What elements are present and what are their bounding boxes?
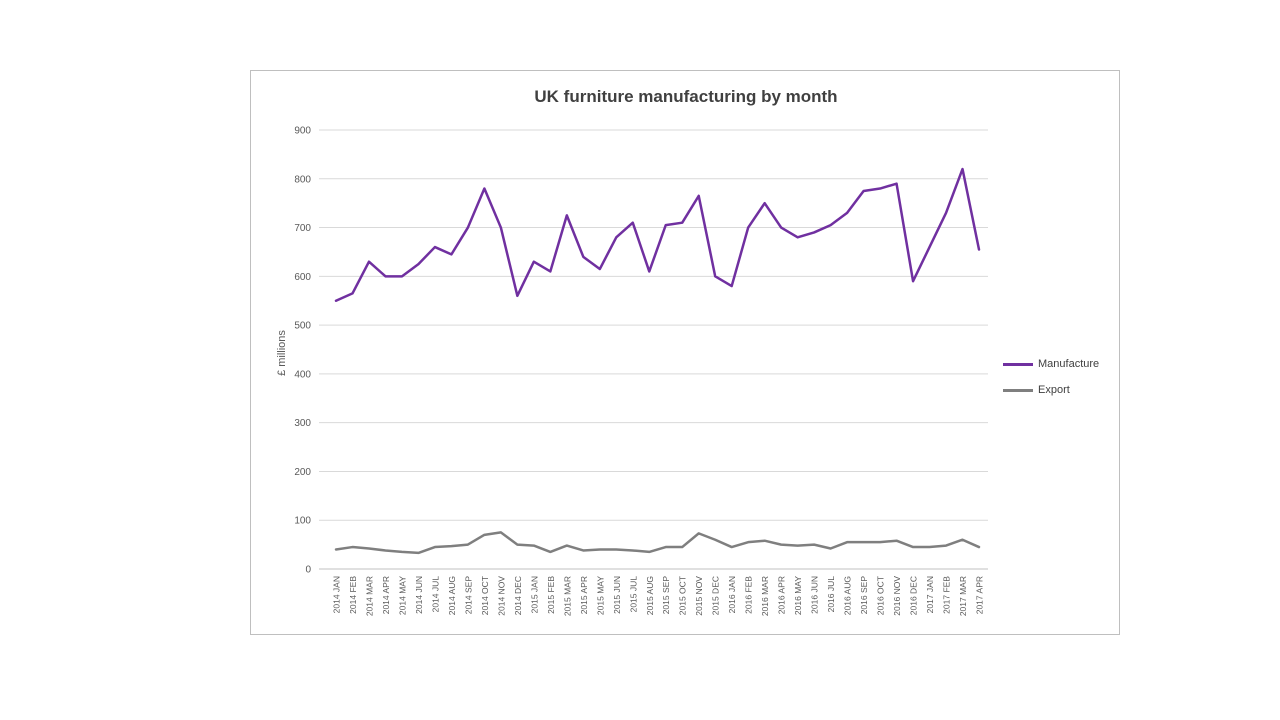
x-tick-label: 2016 JUL (826, 576, 836, 613)
x-tick-label: 2015 FEB (546, 576, 556, 614)
y-tick-label: 0 (305, 565, 311, 576)
y-tick-label: 200 (294, 467, 311, 478)
y-tick-label: 300 (294, 418, 311, 429)
x-tick-label: 2014 APR (381, 576, 391, 614)
x-tick-label: 2014 JUN (414, 576, 424, 614)
x-tick-label: 2015 MAR (562, 576, 572, 616)
x-tick-label: 2015 OCT (678, 576, 688, 615)
x-tick-label: 2015 MAY (595, 576, 605, 615)
x-tick-label: 2016 MAY (793, 576, 803, 615)
y-tick-label: 700 (294, 223, 311, 234)
x-tick-label: 2014 MAR (364, 576, 374, 616)
x-tick-label: 2016 MAR (760, 576, 770, 616)
export-line-swatch (1003, 388, 1033, 392)
x-tick-label: 2014 DEC (513, 576, 523, 615)
chart-title: UK furniture manufacturing by month (534, 87, 838, 106)
x-tick-label: 2016 FEB (744, 576, 754, 614)
series-line-manufacture (334, 167, 981, 302)
x-tick-label: 2015 NOV (694, 576, 704, 616)
x-tick-label: 2014 AUG (447, 576, 457, 615)
x-tick-label: 2016 NOV (892, 576, 902, 616)
x-tick-label: 2017 MAR (958, 576, 968, 616)
x-tick-label: 2015 JUN (612, 576, 622, 614)
chart-svg: 0 100 200 300 400 500 600 700 800 900 2014 JAN 2014… (294, 126, 988, 616)
legend-label-export: Export (1038, 384, 1070, 396)
x-tick-label: 2017 FEB (942, 576, 952, 614)
x-tick-label: 2015 SEP (661, 576, 671, 615)
y-tick-label: 900 (294, 126, 311, 137)
legend-item-manufacture: Manufacture (1003, 355, 1099, 373)
legend: Manufacture Export (1003, 355, 1099, 399)
y-tick-label: 800 (294, 174, 311, 185)
manufacture-line-swatch (1003, 362, 1033, 366)
x-tick-label: 2017 JAN (925, 576, 935, 613)
x-tick-label: 2014 NOV (496, 576, 506, 616)
y-tick-label: 600 (294, 272, 311, 283)
x-tick-label: 2016 DEC (909, 576, 919, 615)
x-tick-label: 2015 JUL (628, 576, 638, 613)
x-tick-label: 2016 SEP (859, 576, 869, 615)
y-tick-label: 500 (294, 321, 311, 332)
x-tick-label: 2015 DEC (711, 576, 721, 615)
y-tick-label: 100 (294, 516, 311, 527)
x-tick-label: 2016 AUG (843, 576, 853, 615)
x-tick-label: 2014 MAY (397, 576, 407, 615)
x-tick-label: 2015 JAN (529, 576, 539, 613)
x-tick-label: 2014 JUL (430, 576, 440, 613)
x-tick-label: 2016 OCT (876, 576, 886, 615)
x-tick-label: 2014 SEP (463, 576, 473, 615)
x-tick-label: 2016 JAN (727, 576, 737, 613)
x-tick-label: 2014 FEB (348, 576, 358, 614)
x-tick-label: 2015 APR (579, 576, 589, 614)
chart-container: UK furniture manufacturing by month £ mi… (250, 70, 1120, 635)
x-tick-label: 2014 JAN (332, 576, 342, 613)
x-tick-label: 2017 APR (975, 576, 985, 614)
x-tick-label: 2016 APR (777, 576, 787, 614)
legend-item-export: Export (1003, 381, 1099, 399)
series-line-export (334, 531, 981, 555)
legend-label-manufacture: Manufacture (1038, 358, 1100, 370)
x-tick-label: 2015 AUG (645, 576, 655, 615)
x-tick-label: 2014 OCT (480, 576, 490, 615)
x-tick-label: 2016 JUN (810, 576, 820, 614)
y-tick-label: 400 (294, 369, 311, 380)
